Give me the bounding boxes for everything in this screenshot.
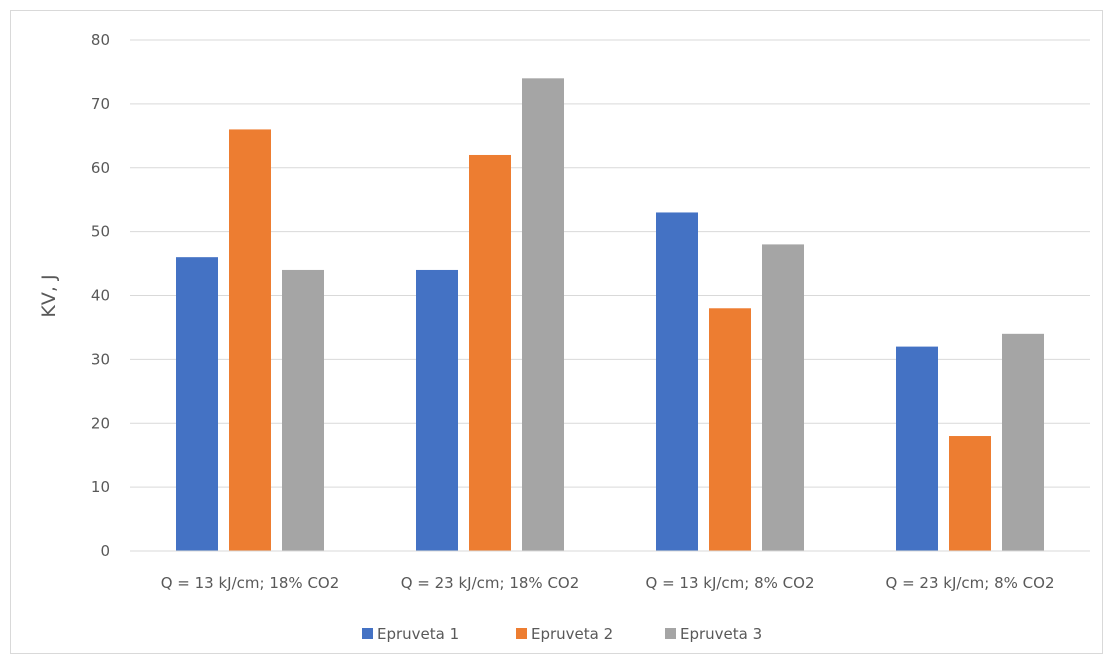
y-tick-label: 10: [91, 478, 110, 496]
y-tick-label: 40: [91, 287, 110, 305]
bar-1: [416, 269, 458, 551]
bar-3: [762, 244, 804, 551]
category-labels: Q = 13 kJ/cm; 18% CO2 Q = 23 kJ/cm; 18% C…: [161, 574, 1055, 592]
legend-label: Epruveta 1: [377, 625, 459, 643]
bar-3: [522, 78, 564, 551]
bar-1: [896, 346, 938, 551]
bar-1: [656, 212, 698, 551]
bar-1: [176, 257, 218, 551]
y-tick-label: 0: [100, 542, 110, 560]
bar-2: [229, 129, 271, 552]
legend-swatch: [665, 628, 676, 639]
legend-swatch: [362, 628, 373, 639]
bar-2: [469, 154, 511, 551]
legend-swatch: [516, 628, 527, 639]
legend-label: Epruveta 3: [680, 625, 762, 643]
x-category-label: Q = 13 kJ/cm; 18% CO2: [161, 574, 340, 592]
bar-3: [282, 269, 324, 551]
y-tick-label: 60: [91, 159, 110, 177]
bar-2: [709, 308, 751, 551]
x-category-label: Q = 23 kJ/cm; 8% CO2: [886, 574, 1055, 592]
legend: Epruveta 1 Epruveta 2 Epruveta 3: [362, 625, 762, 643]
x-category-label: Q = 23 kJ/cm; 18% CO2: [401, 574, 580, 592]
y-axis-title: KV, J: [38, 274, 60, 317]
bars: [176, 78, 1044, 552]
y-tick-label: 50: [91, 223, 110, 241]
bar-3: [1002, 333, 1044, 551]
gridlines: [130, 39, 1090, 488]
y-axis-ticks: 0 10 20 30 40 50 60 70 80: [91, 31, 110, 560]
y-tick-label: 80: [91, 31, 110, 49]
y-tick-label: 70: [91, 95, 110, 113]
y-tick-label: 30: [91, 350, 110, 368]
y-tick-label: 20: [91, 414, 110, 432]
x-category-label: Q = 13 kJ/cm; 8% CO2: [646, 574, 815, 592]
legend-label: Epruveta 2: [531, 625, 613, 643]
bar-2: [949, 436, 991, 551]
